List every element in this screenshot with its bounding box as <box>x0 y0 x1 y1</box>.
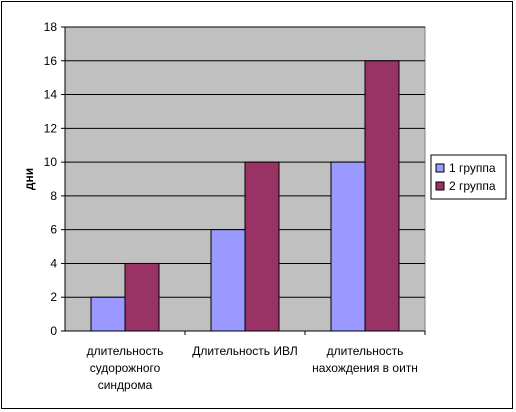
y-tick-label: 6 <box>50 223 57 237</box>
y-tick-label: 14 <box>44 88 58 102</box>
y-tick-label: 8 <box>50 189 57 203</box>
legend: 1 группа 2 группа <box>430 154 507 200</box>
legend-swatch-1 <box>435 163 445 173</box>
y-tick-labels: 0 2 4 6 8 10 12 14 16 18 <box>44 20 58 338</box>
y-tick-label: 0 <box>50 324 57 338</box>
legend-swatch-2 <box>435 181 445 191</box>
bar-2-3 <box>364 60 400 332</box>
legend-box <box>430 154 507 200</box>
category-labels: длительность судорожного синдрома Длительно… <box>87 344 418 392</box>
bar-1-3 <box>330 161 366 332</box>
category-label: длительность судорожного синдрома <box>87 344 164 392</box>
legend-label-2: 2 группа <box>449 179 496 193</box>
y-tick-label: 2 <box>50 290 57 304</box>
bar-2-1 <box>124 262 160 332</box>
y-tick-label: 16 <box>44 54 58 68</box>
y-axis-label: дни <box>22 168 36 190</box>
category-label: Длительность ИВЛ <box>192 344 297 358</box>
y-tick-label: 18 <box>44 20 58 34</box>
bar-2-2 <box>244 161 280 332</box>
y-tick-label: 12 <box>44 121 58 135</box>
axes <box>61 26 426 335</box>
y-tick-label: 4 <box>50 256 57 270</box>
legend-label-1: 1 группа <box>449 161 496 175</box>
bars <box>90 60 400 332</box>
category-label: длительность нахождения в оитн <box>312 344 418 375</box>
bar-1-1 <box>90 296 126 332</box>
y-tick-label: 10 <box>44 155 58 169</box>
bar-1-2 <box>210 229 246 332</box>
